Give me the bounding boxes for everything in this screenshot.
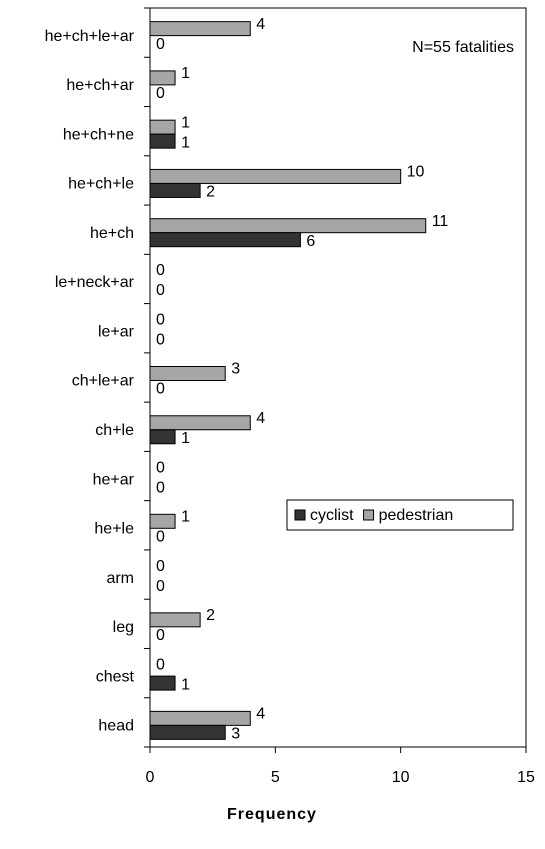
bar [149, 415, 251, 431]
bar [149, 366, 226, 381]
y-tick-label: head [98, 718, 134, 735]
value-label: 0 [156, 656, 165, 673]
value-label: 0 [156, 262, 165, 279]
bar [149, 70, 176, 86]
value-label: 1 [181, 676, 190, 693]
value-label: 0 [156, 381, 165, 398]
y-tick-label: ch+le [95, 422, 134, 439]
value-label: 4 [256, 706, 265, 723]
annotation: N=55 fatalities [412, 39, 514, 56]
y-tick-label: le+ar [98, 323, 135, 340]
value-label: 0 [156, 627, 165, 644]
value-label: 1 [181, 134, 190, 151]
y-tick-label: he+ch+ne [63, 126, 134, 143]
legend-box [286, 499, 514, 531]
value-label: 0 [156, 282, 165, 299]
value-label: 0 [156, 479, 165, 496]
value-label: 2 [206, 607, 215, 624]
bar [149, 724, 226, 740]
bar [149, 182, 201, 198]
value-label: 6 [306, 233, 315, 250]
legend-swatch [294, 509, 306, 521]
value-label: 2 [206, 184, 215, 201]
bar [149, 612, 201, 628]
y-tick-label: le+neck+ar [55, 274, 135, 291]
value-label: 0 [156, 331, 165, 348]
bar [149, 513, 176, 529]
value-label: 0 [156, 85, 165, 102]
bar [149, 218, 427, 234]
value-label: 0 [156, 529, 165, 546]
bar [149, 133, 176, 149]
x-axis-label: Frequency [227, 806, 317, 823]
value-label: 1 [181, 65, 190, 82]
y-tick-label: arm [106, 570, 134, 587]
y-tick-label: leg [113, 619, 134, 636]
bar [149, 675, 176, 691]
value-label: 1 [181, 509, 190, 526]
value-label: 1 [181, 430, 190, 447]
bar [149, 232, 301, 248]
x-tick-label: 5 [271, 769, 280, 786]
bar [149, 429, 176, 445]
value-label: 1 [181, 114, 190, 131]
y-tick-label: he+ar [93, 471, 135, 488]
value-label: 3 [231, 361, 240, 378]
value-label: 10 [407, 164, 425, 181]
y-tick-label: chest [96, 668, 135, 685]
y-tick-label: he+ch+le [68, 176, 134, 193]
legend-label: cyclist [310, 507, 354, 524]
legend-swatch [363, 509, 375, 521]
y-tick-label: he+le [94, 521, 134, 538]
bar [149, 168, 402, 184]
y-tick-label: he+ch [90, 225, 134, 242]
x-tick-label: 15 [517, 769, 535, 786]
y-tick-label: he+ch+le+ar [45, 28, 135, 45]
legend-label: pedestrian [379, 507, 454, 524]
bar [149, 119, 176, 135]
value-label: 4 [256, 410, 265, 427]
y-tick-label: he+ch+ar [66, 77, 134, 94]
value-label: 0 [156, 558, 165, 575]
x-tick-label: 0 [146, 769, 155, 786]
value-label: 0 [156, 311, 165, 328]
bar [149, 710, 251, 726]
value-label: 0 [156, 36, 165, 53]
value-label: 0 [156, 459, 165, 476]
bar [149, 21, 251, 37]
value-label: 11 [432, 213, 449, 230]
x-tick-label: 10 [392, 769, 410, 786]
value-label: 3 [231, 726, 240, 743]
value-label: 4 [256, 16, 265, 33]
value-label: 0 [156, 578, 165, 595]
y-tick-label: ch+le+ar [72, 373, 135, 390]
